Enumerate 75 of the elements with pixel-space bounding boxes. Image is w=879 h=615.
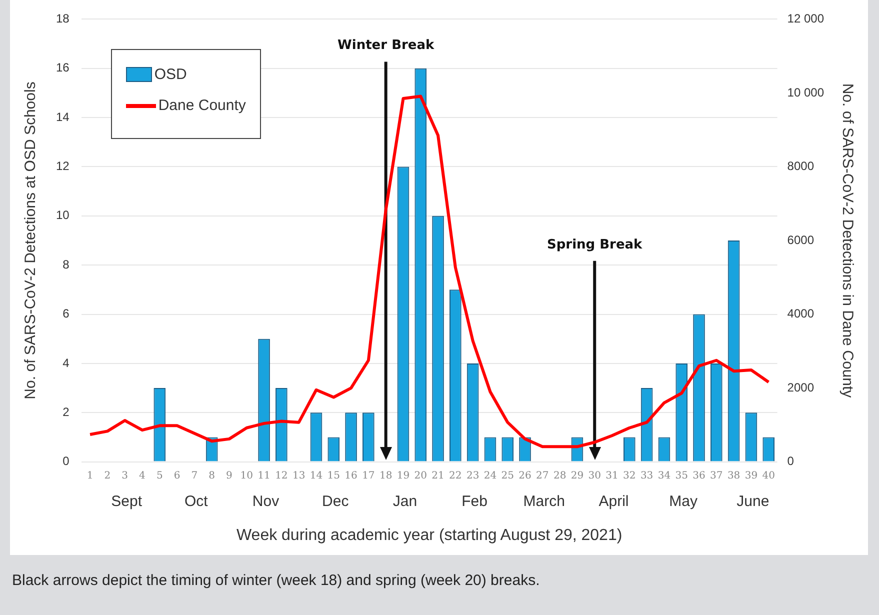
x-tick-label: 38 xyxy=(727,470,740,482)
x-tick-label: 26 xyxy=(518,470,532,482)
x-tick-label: 8 xyxy=(208,470,216,482)
text: Dec xyxy=(322,492,350,510)
x-tick-label: 40 xyxy=(762,470,775,482)
x-tick-label: 7 xyxy=(191,470,198,482)
x-tick-label: 22 xyxy=(449,470,462,482)
y2-tick-label: 0 xyxy=(787,454,794,468)
x-tick-label: 23 xyxy=(466,470,480,482)
y2-tick-label: 2000 xyxy=(787,380,814,394)
y-tick-label: 16 xyxy=(56,60,70,75)
legend-label: Dane County xyxy=(158,97,246,114)
x-tick-label: 4 xyxy=(139,470,146,482)
text: Oct xyxy=(184,492,209,510)
y-tick-label: 0 xyxy=(62,454,70,468)
x-tick-label: 3 xyxy=(122,470,128,482)
x-tick-label: 27 xyxy=(536,470,549,482)
x-tick-label: 2 xyxy=(104,470,111,482)
y-axis-title: No. of SARS-CoV-2 Detections at OSD Schools xyxy=(22,82,40,400)
y2-tick-label: 12 000 xyxy=(787,12,824,26)
x-tick-label: 37 xyxy=(710,470,723,482)
x-tick-label: 31 xyxy=(606,470,618,482)
y2-tick-label: 10 000 xyxy=(787,85,824,100)
x-tick-label: 1 xyxy=(86,470,94,482)
x-tick-label: 34 xyxy=(658,470,671,482)
text: Nov xyxy=(252,492,280,510)
x-tick-label: 6 xyxy=(174,470,180,482)
text: May xyxy=(669,492,698,510)
x-tick-label: 13 xyxy=(292,470,306,482)
x-tick-label: 32 xyxy=(623,470,636,482)
x-axis-title: Week during academic year (starting August 29, 2021) xyxy=(236,526,622,544)
x-tick-label: 30 xyxy=(588,470,601,482)
y-tick-label: 10 xyxy=(56,208,70,222)
y-tick-label: 2 xyxy=(62,404,70,419)
text: Black arrows depict the timing of winter (week 18) and spring (week 20) breaks. xyxy=(12,572,540,589)
x-tick-label: 17 xyxy=(362,470,375,482)
x-tick-label: 25 xyxy=(501,470,514,482)
y-tick-label: 14 xyxy=(56,110,70,124)
text: April xyxy=(598,492,629,510)
x-tick-label: 10 xyxy=(240,470,254,482)
y-tick-label: 4 xyxy=(62,356,70,370)
text: March xyxy=(523,492,565,510)
x-tick-label: 14 xyxy=(310,470,323,482)
x-tick-label: 35 xyxy=(675,470,688,482)
y-tick-label: 18 xyxy=(56,12,70,26)
x-tick-label: 36 xyxy=(692,470,706,482)
text: Feb xyxy=(462,492,488,510)
y2-axis-title: No. of SARS-CoV-2 Detections in Dane County xyxy=(838,83,856,398)
x-tick-label: 19 xyxy=(396,470,410,482)
x-tick-label: 12 xyxy=(275,470,288,482)
x-tick-label: 21 xyxy=(432,470,444,482)
legend-label: OSD xyxy=(154,66,187,84)
x-tick-label: 24 xyxy=(484,470,497,482)
y2-tick-label: 6000 xyxy=(787,232,814,247)
text: Jan xyxy=(392,492,418,510)
ref-line-label: Winter Break xyxy=(338,38,434,54)
y2-tick-label: 4000 xyxy=(787,306,814,321)
x-tick-label: 5 xyxy=(156,470,163,482)
x-tick-label: 11 xyxy=(258,470,270,482)
x-tick-label: 33 xyxy=(640,470,654,482)
text: June xyxy=(736,492,770,510)
x-tick-label: 18 xyxy=(379,470,392,482)
y-tick-label: 12 xyxy=(56,159,70,174)
x-tick-label: 15 xyxy=(327,470,340,482)
x-tick-label: 20 xyxy=(414,470,427,482)
y-tick-label: 8 xyxy=(62,257,70,272)
y2-tick-label: 8000 xyxy=(787,159,814,174)
text: Sept xyxy=(111,492,143,510)
x-tick-label: 39 xyxy=(744,470,758,482)
x-tick-label: 29 xyxy=(570,470,584,482)
y-tick-label: 6 xyxy=(62,306,70,321)
ref-line-label: Spring Break xyxy=(547,237,643,252)
x-tick-label: 9 xyxy=(226,470,232,482)
x-tick-label: 28 xyxy=(553,470,566,482)
x-tick-label: 16 xyxy=(344,470,358,482)
